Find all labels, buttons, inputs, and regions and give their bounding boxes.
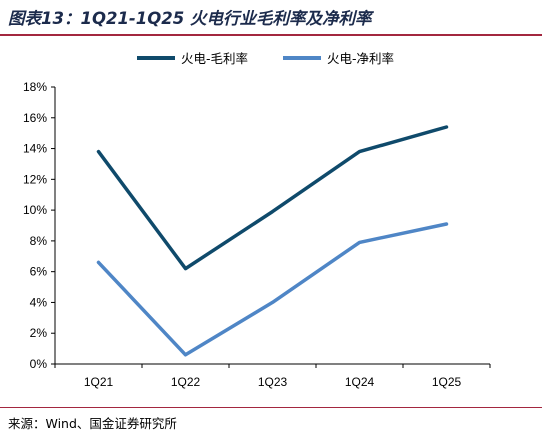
source-divider (0, 407, 542, 408)
y-tick-label: 12% (23, 172, 47, 186)
series-line-1 (96, 125, 449, 271)
x-tick-label: 1Q21 (84, 375, 114, 389)
data-point (445, 125, 448, 129)
source-note: 来源：Wind、国金证券研究所 (8, 416, 177, 431)
legend-label: 火电-净利率 (327, 51, 394, 66)
data-point (184, 353, 187, 356)
data-point (271, 210, 274, 213)
y-tick-label: 14% (23, 142, 47, 156)
x-tick-label: 1Q22 (171, 375, 201, 389)
data-point (97, 150, 100, 153)
data-point (184, 267, 187, 270)
chart-title: 图表13：1Q21-1Q25 火电行业毛利率及净利率 (8, 9, 372, 28)
y-tick-label: 10% (23, 203, 47, 217)
data-point (445, 222, 448, 226)
data-point (358, 150, 361, 153)
y-tick-label: 16% (23, 111, 47, 125)
x-tick-label: 1Q24 (345, 375, 375, 389)
y-tick-label: 0% (30, 357, 48, 371)
x-tick-label: 1Q23 (258, 375, 288, 389)
data-point (271, 301, 274, 304)
y-tick-label: 6% (30, 265, 48, 279)
y-tick-label: 4% (30, 295, 48, 309)
x-tick-label: 1Q25 (432, 375, 462, 389)
data-point (358, 241, 361, 244)
y-tick-label: 18% (23, 80, 47, 94)
series-line-2 (96, 222, 449, 357)
y-tick-label: 8% (30, 234, 48, 248)
title-divider (0, 34, 542, 36)
data-point (97, 261, 100, 264)
legend-label: 火电-毛利率 (181, 51, 248, 66)
y-tick-label: 2% (30, 326, 48, 340)
